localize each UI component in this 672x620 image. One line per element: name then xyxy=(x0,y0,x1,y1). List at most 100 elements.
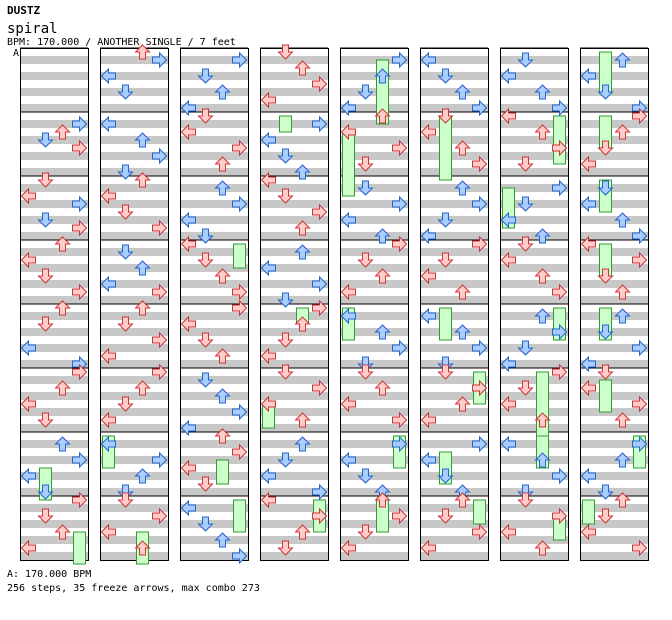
band-gray xyxy=(580,344,648,352)
band-gray xyxy=(500,248,568,256)
band-gray xyxy=(500,280,568,288)
band-white xyxy=(100,48,168,56)
band-white xyxy=(100,224,168,232)
band-gray xyxy=(500,136,568,144)
band-white xyxy=(500,176,568,184)
step-arrow-left xyxy=(500,395,516,413)
band-white xyxy=(420,416,488,424)
band-gray xyxy=(500,408,568,416)
band-gray xyxy=(180,136,248,144)
step-arrow-right xyxy=(472,523,488,541)
band-white xyxy=(420,544,488,552)
band-white xyxy=(180,352,248,360)
band-white xyxy=(420,336,488,344)
step-arrow-down xyxy=(277,188,294,204)
step-arrow-down xyxy=(277,292,294,308)
band-white xyxy=(20,320,88,328)
band-white xyxy=(180,192,248,200)
step-arrow-up xyxy=(614,308,631,324)
band-gray xyxy=(420,248,488,256)
band-gray xyxy=(340,536,408,544)
step-arrow-left xyxy=(340,539,356,557)
band-gray xyxy=(20,328,88,336)
band-gray xyxy=(580,200,648,208)
artist-name: DUSTZ xyxy=(7,4,41,17)
band-white xyxy=(500,464,568,472)
band-gray xyxy=(180,552,248,560)
band-gray xyxy=(580,184,648,192)
step-arrow-down xyxy=(277,364,294,380)
step-arrow-left xyxy=(100,67,116,85)
step-arrow-down xyxy=(517,236,534,252)
step-arrow-down xyxy=(517,52,534,68)
band-white xyxy=(260,208,328,216)
step-arrow-up xyxy=(374,108,391,124)
band-gray xyxy=(340,296,408,304)
band-white xyxy=(340,128,408,136)
band-white xyxy=(180,320,248,328)
step-arrow-left xyxy=(260,171,276,189)
band-gray xyxy=(20,136,88,144)
band-gray xyxy=(340,72,408,80)
band-gray xyxy=(580,232,648,240)
step-arrow-up xyxy=(614,212,631,228)
band-gray xyxy=(420,488,488,496)
band-gray xyxy=(260,360,328,368)
step-arrow-up xyxy=(54,380,71,396)
band-gray xyxy=(500,344,568,352)
band-gray xyxy=(100,392,168,400)
band-gray xyxy=(260,344,328,352)
step-arrow-right xyxy=(232,51,248,69)
step-arrow-left xyxy=(420,51,436,69)
band-gray xyxy=(260,456,328,464)
step-arrow-up xyxy=(294,220,311,236)
band-white xyxy=(340,112,408,120)
step-arrow-left xyxy=(260,491,276,509)
band-white xyxy=(100,416,168,424)
chart-column-frame xyxy=(580,48,649,561)
step-arrow-right xyxy=(392,411,408,429)
band-white xyxy=(260,96,328,104)
step-arrow-up xyxy=(54,124,71,140)
band-white xyxy=(260,272,328,280)
band-gray xyxy=(500,552,568,560)
band-gray xyxy=(420,168,488,176)
band-gray xyxy=(100,328,168,336)
band-gray xyxy=(20,552,88,560)
band-white xyxy=(340,544,408,552)
step-arrow-left xyxy=(340,123,356,141)
band-gray xyxy=(20,344,88,352)
band-gray xyxy=(340,408,408,416)
band-gray xyxy=(340,504,408,512)
band-white xyxy=(580,512,648,520)
band-gray xyxy=(180,408,248,416)
band-white xyxy=(500,528,568,536)
step-arrow-left xyxy=(20,395,36,413)
step-arrow-up xyxy=(374,268,391,284)
band-gray xyxy=(180,344,248,352)
step-arrow-down xyxy=(197,68,214,84)
band-gray xyxy=(500,440,568,448)
band-gray xyxy=(100,296,168,304)
band-white xyxy=(340,480,408,488)
band-white xyxy=(100,208,168,216)
band-white xyxy=(420,128,488,136)
step-arrow-down xyxy=(37,132,54,148)
band-gray xyxy=(100,344,168,352)
step-arrow-right xyxy=(232,283,248,301)
band-gray xyxy=(180,56,248,64)
band-white xyxy=(580,544,648,552)
band-white xyxy=(500,256,568,264)
band-gray xyxy=(180,392,248,400)
band-white xyxy=(580,464,648,472)
band-gray xyxy=(100,552,168,560)
band-white xyxy=(100,96,168,104)
band-white xyxy=(260,48,328,56)
step-arrow-right xyxy=(552,139,568,157)
band-white xyxy=(20,352,88,360)
step-arrow-up xyxy=(534,308,551,324)
band-white xyxy=(20,448,88,456)
step-arrow-right xyxy=(72,195,88,213)
band-white xyxy=(580,176,648,184)
